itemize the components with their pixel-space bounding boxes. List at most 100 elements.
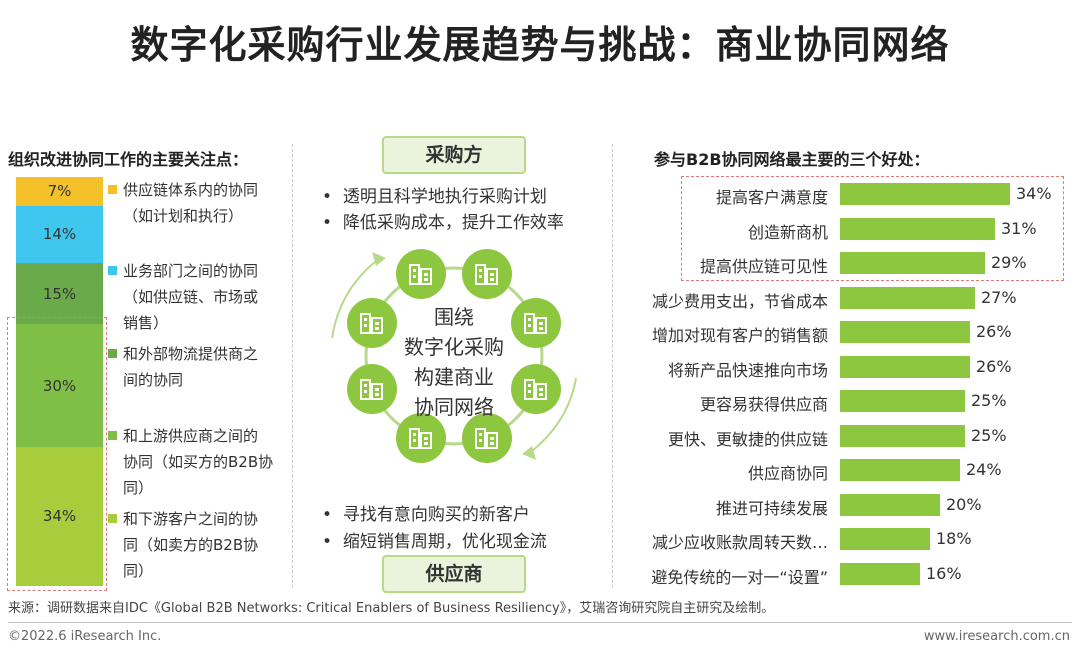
circle-text-line: 构建商业 — [414, 365, 494, 389]
bar — [840, 459, 960, 481]
website: www.iresearch.com.cn — [923, 629, 1070, 644]
legend-label: 和上游供应商之间的 — [123, 427, 259, 445]
network-ring — [364, 266, 544, 446]
supplier-bullet-1: • 寻找有意向购买的新客户 — [322, 505, 530, 525]
legend-swatch — [108, 431, 117, 440]
legend-item-3: 和外部物流提供商之 间的协同 — [108, 341, 258, 393]
legend-sub: 同） — [123, 562, 154, 580]
stacked-bar: 7% 14% 15% 30% 34% — [16, 177, 103, 586]
legend-sub: （如供应链、市场或 — [123, 288, 259, 306]
bar-value-label: 26% — [976, 356, 1012, 376]
highlight-box-left — [7, 317, 107, 591]
bar — [840, 562, 920, 585]
bullet-text: 缩短销售周期，优化现金流 — [342, 532, 547, 552]
bar-category-label: 创造新商机 — [747, 222, 828, 242]
bar-category-label: 更快、更敏捷的供应链 — [667, 429, 828, 449]
segment-label: 7% — [47, 182, 72, 201]
bar — [840, 390, 965, 412]
stack-segment: 14% — [16, 205, 103, 263]
stack-segment: 30% — [16, 324, 103, 447]
legend-item-5: 和下游客户之间的协 同（如卖方的B2B协 同） — [108, 506, 258, 584]
bullet-text: 透明且科学地执行采购计划 — [342, 187, 547, 207]
legend-label: 和外部物流提供商之 — [123, 345, 259, 363]
legend-swatch — [108, 266, 117, 275]
legend-sub: 同（如卖方的B2B协 — [123, 536, 259, 554]
building-icon — [461, 412, 512, 463]
legend-item-1: 供应链体系内的协同 （如计划和执行） — [108, 177, 258, 229]
bar — [840, 252, 985, 274]
bar-value-label: 27% — [981, 287, 1017, 307]
legend-sub: 销售） — [123, 314, 169, 332]
bar-value-label: 24% — [966, 460, 1002, 479]
legend-sub: （如计划和执行） — [123, 207, 244, 225]
divider-right — [612, 144, 613, 588]
highlight-box-right — [681, 176, 1064, 281]
buyer-label: 采购方 — [382, 136, 526, 174]
legend-item-2: 业务部门之间的协同 （如供应链、市场或 销售） — [108, 258, 258, 336]
legend-label: 供应链体系内的协同 — [123, 181, 259, 199]
bar — [840, 355, 970, 378]
stack-segment: 7% — [16, 177, 103, 206]
bar — [840, 286, 975, 309]
bar-value-label: 34% — [1016, 184, 1052, 203]
arc-arrow-right — [527, 377, 577, 455]
bar-category-label: 增加对现有客户的销售额 — [651, 326, 828, 345]
legend-label: 业务部门之间的协同 — [123, 262, 259, 280]
bar-category-label: 供应商协同 — [747, 464, 828, 483]
legend-item-4: 和上游供应商之间的 协同（如买方的B2B协 同） — [108, 423, 273, 501]
legend-swatch — [108, 185, 117, 194]
legend-swatch — [108, 349, 117, 358]
arrow-head-left — [372, 252, 386, 266]
building-icon — [510, 298, 561, 349]
bar — [840, 183, 1010, 205]
circle-text-line: 围绕 — [434, 305, 474, 329]
bullet-text: 寻找有意向购买的新客户 — [342, 505, 530, 525]
bar-value-label: 31% — [1001, 218, 1037, 238]
building-icon — [396, 412, 447, 463]
segment-label: 34% — [42, 507, 77, 526]
bar-value-label: 20% — [946, 494, 982, 514]
stack-segment: 15% — [16, 262, 103, 325]
legend-swatch — [108, 514, 117, 523]
building-icon — [396, 249, 447, 300]
bullet-text: 降低采购成本，提升工作效率 — [342, 213, 564, 233]
legend-sub: 间的协同 — [123, 371, 184, 389]
legend-sub: 同） — [123, 479, 154, 497]
bar-value-label: 25% — [971, 391, 1007, 410]
bar-category-label: 减少费用支出，节省成本 — [651, 291, 828, 311]
page-title: 数字化采购行业发展趋势与挑战：商业协同网络 — [130, 23, 950, 67]
supplier-bullet-2: • 缩短销售周期，优化现金流 — [322, 532, 547, 552]
bar — [840, 528, 930, 550]
footer-divider — [8, 622, 1072, 623]
bar-category-label: 提高供应链可见性 — [699, 257, 828, 276]
bar-category-label: 减少应收账款周转天数… — [651, 533, 828, 552]
bar-value-label: 25% — [971, 425, 1007, 445]
legend-sub: 协同（如买方的B2B协 — [123, 453, 274, 471]
arrow-head-right — [522, 446, 536, 460]
network-diagram — [331, 252, 577, 460]
bar — [840, 424, 965, 447]
segment-label: 15% — [42, 284, 77, 303]
buyer-bullet-1: • 透明且科学地执行采购计划 — [322, 187, 547, 207]
bar-value-label: 29% — [991, 253, 1027, 272]
bar-value-label: 16% — [926, 563, 962, 583]
bar-category-label: 提高客户满意度 — [715, 188, 828, 207]
bar-category-label: 将新产品快速推向市场 — [667, 360, 828, 380]
building-icon — [461, 249, 512, 300]
building-icon — [347, 363, 398, 414]
divider-left — [292, 144, 293, 588]
supplier-label: 供应商 — [382, 555, 526, 593]
segment-label: 14% — [42, 225, 77, 244]
bar — [840, 217, 995, 240]
bar-category-label: 避免传统的一对一“设置” — [651, 567, 828, 587]
bar-category-label: 推进可持续发展 — [715, 498, 828, 518]
building-icon — [347, 298, 398, 349]
copyright: ©2022.6 iResearch Inc. — [8, 629, 162, 644]
stack-segment: 34% — [16, 446, 103, 586]
bar — [840, 321, 970, 343]
circle-text-line: 数字化采购 — [404, 335, 504, 359]
building-icon — [510, 363, 561, 414]
circle-text-line: 协同网络 — [414, 395, 494, 419]
bar-value-label: 26% — [976, 322, 1012, 341]
bar-value-label: 18% — [936, 529, 972, 548]
